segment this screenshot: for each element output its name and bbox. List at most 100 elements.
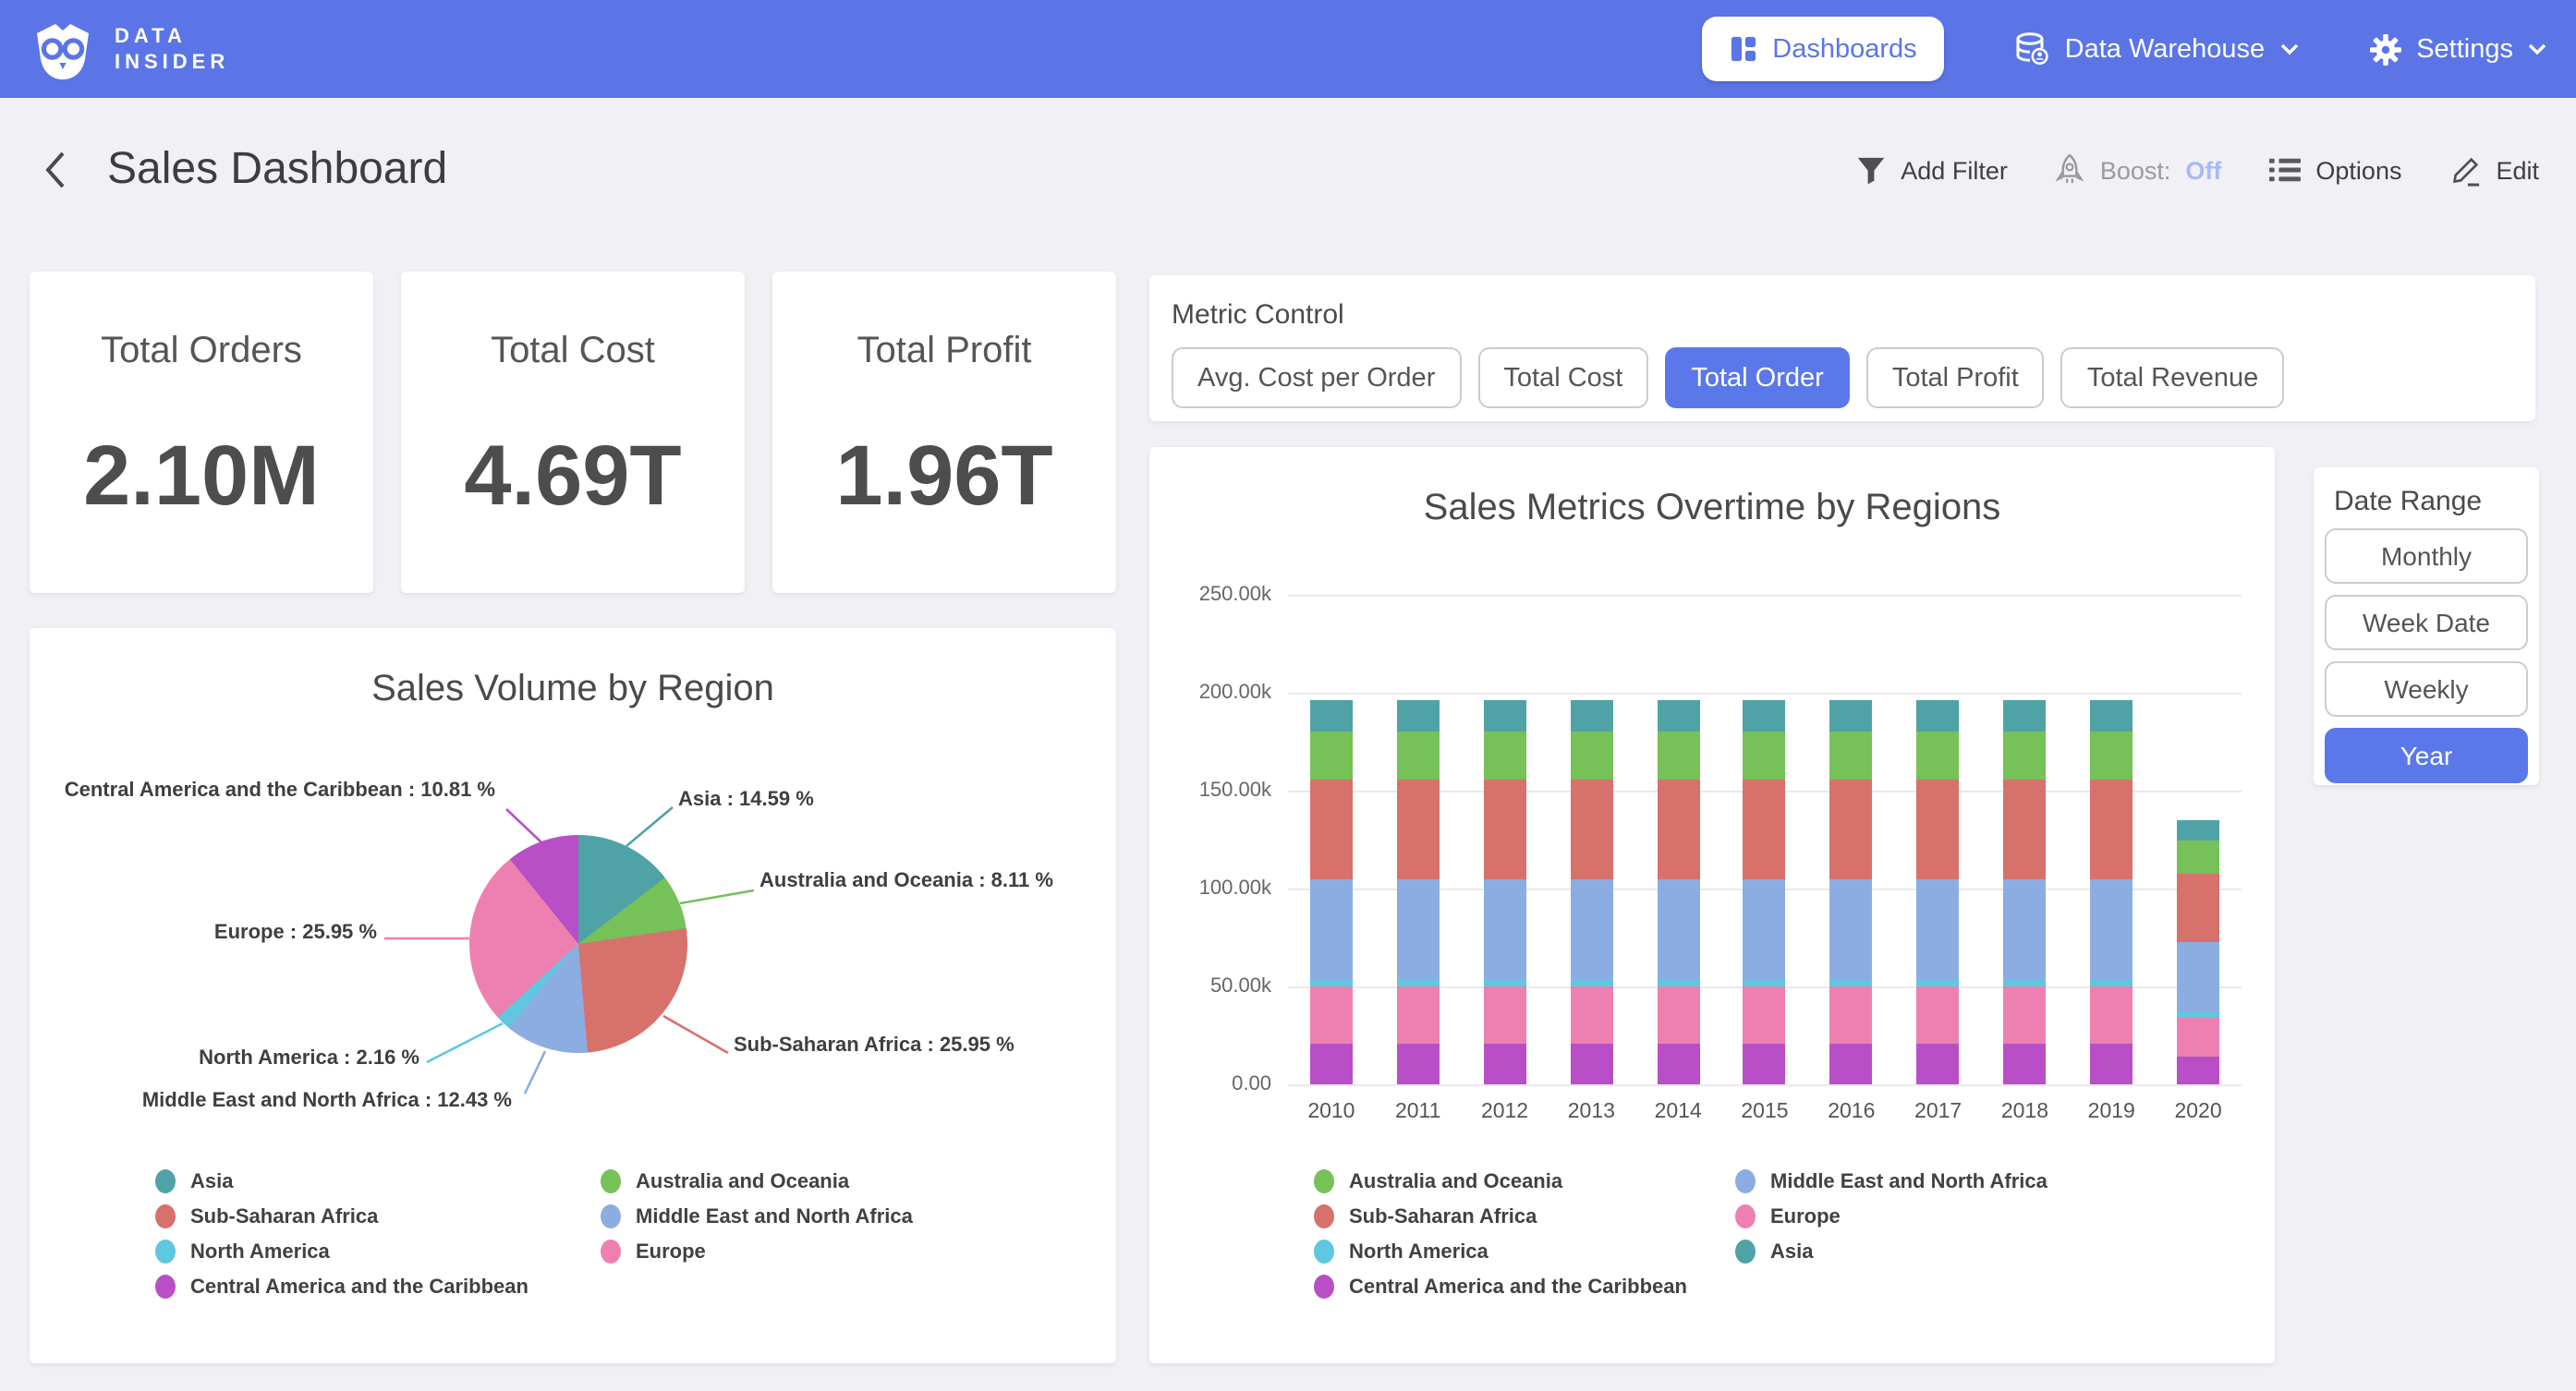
rocket-icon — [2056, 152, 2085, 187]
metric-button-total-cost[interactable]: Total Cost — [1477, 347, 1648, 408]
edit-label: Edit — [2496, 156, 2539, 184]
bar-segment-north-america — [2090, 978, 2132, 986]
bar-segment-asia — [1744, 986, 1786, 1043]
bar-segment-middle-east-and-north-africa — [1744, 732, 1786, 780]
pie-chart-title: Sales Volume by Region — [30, 669, 1116, 711]
bar-2011[interactable] — [1375, 595, 1462, 1084]
y-axis-tick-label: 250.00k — [1149, 584, 1271, 606]
owl-logo-icon — [30, 16, 96, 82]
metric-button-total-revenue[interactable]: Total Revenue — [2061, 347, 2284, 408]
bar-segment-australia-and-oceania — [1570, 700, 1612, 732]
bar-segment-australia-and-oceania — [2090, 700, 2132, 732]
date-range-button-week-date[interactable]: Week Date — [2325, 595, 2528, 650]
edit-pencil-icon — [2449, 153, 2481, 187]
nav-item-settings[interactable]: Settings — [2368, 32, 2546, 66]
bar-segment-central-america-and-the-caribbean — [2003, 1043, 2046, 1084]
bar-2017[interactable] — [1895, 595, 1982, 1084]
kpi-value: 4.69T — [401, 425, 745, 525]
pie-label-north-america: North America : 2.16 % — [199, 1047, 419, 1070]
pie-chart-card: Sales Volume by Region Asia : 14.59 %Aus… — [30, 628, 1116, 1363]
legend-dot — [601, 1169, 621, 1193]
legend-label: Australia and Oceania — [636, 1170, 849, 1192]
bar-segment-australia-and-oceania — [1917, 700, 1960, 732]
bar-segment-asia — [1830, 986, 1873, 1043]
bar-segment-sub-saharan-africa — [1310, 779, 1353, 878]
add-filter-label: Add Filter — [1901, 156, 2008, 184]
bar-segment-europe — [2177, 943, 2219, 1011]
edit-button[interactable]: Edit — [2449, 153, 2539, 187]
metric-button-total-order[interactable]: Total Order — [1665, 347, 1849, 408]
x-axis-tick-label: 2012 — [1462, 1101, 1549, 1123]
bar-segment-asia — [1917, 986, 1960, 1043]
metric-button-total-profit[interactable]: Total Profit — [1866, 347, 2045, 408]
bar-segment-central-america-and-the-caribbean — [1397, 1043, 1440, 1084]
y-axis-tick-label: 150.00k — [1149, 780, 1271, 802]
chevron-down-icon — [2279, 42, 2298, 55]
bar-2012[interactable] — [1462, 595, 1549, 1084]
legend-column: Australia and OceaniaMiddle East and Nor… — [601, 1164, 913, 1269]
boost-toggle[interactable]: Boost: Off — [2056, 152, 2222, 187]
x-axis-tick-label: 2015 — [1721, 1101, 1808, 1123]
date-range-button-year[interactable]: Year — [2325, 728, 2528, 783]
y-axis-tick-label: 0.00 — [1149, 1073, 1271, 1095]
brand[interactable]: DATA INSIDER — [30, 16, 229, 82]
bar-segment-europe — [1917, 878, 1960, 978]
bar-segment-north-america — [1484, 978, 1526, 986]
bar-segment-central-america-and-the-caribbean — [1830, 1043, 1873, 1084]
bar-segment-middle-east-and-north-africa — [1397, 732, 1440, 780]
back-button[interactable] — [30, 146, 78, 194]
bar-chart-title: Sales Metrics Overtime by Regions — [1149, 488, 2275, 530]
bar-segment-sub-saharan-africa — [1570, 779, 1612, 878]
bar-2014[interactable] — [1634, 595, 1721, 1084]
nav-item-data-warehouse[interactable]: Data Warehouse — [2015, 31, 2299, 67]
bar-segment-asia — [1570, 986, 1612, 1043]
nav-settings-label: Settings — [2416, 34, 2513, 64]
bar-2013[interactable] — [1548, 595, 1634, 1084]
pie-label-australia-and-oceania: Australia and Oceania : 8.11 % — [759, 870, 1053, 892]
y-axis-tick-label: 200.00k — [1149, 682, 1271, 704]
boost-label: Boost: — [2100, 156, 2171, 184]
legend-label: Australia and Oceania — [1349, 1170, 1562, 1192]
bar-segment-middle-east-and-north-africa — [1830, 732, 1873, 780]
options-button[interactable]: Options — [2269, 156, 2401, 184]
pie-chart[interactable] — [469, 835, 687, 1053]
bar-segment-europe — [1310, 878, 1353, 978]
kpi-card-total-cost: Total Cost 4.69T — [401, 272, 745, 593]
bar-2018[interactable] — [1982, 595, 2069, 1084]
bar-2020[interactable] — [2155, 595, 2242, 1084]
legend-item-asia: Asia — [155, 1164, 529, 1199]
bar-segment-north-america — [1744, 978, 1786, 986]
date-range-button-weekly[interactable]: Weekly — [2325, 661, 2528, 717]
legend-label: Europe — [636, 1240, 706, 1263]
legend-dot — [601, 1240, 621, 1264]
metric-control-label: Metric Control — [1172, 299, 2513, 331]
dashboard-grid-icon — [1730, 35, 1757, 63]
pie-label-middle-east-and-north-africa: Middle East and North Africa : 12.43 % — [142, 1090, 512, 1112]
date-range-button-monthly[interactable]: Monthly — [2325, 528, 2528, 584]
bar-segment-europe — [2090, 878, 2132, 978]
options-label: Options — [2315, 156, 2401, 184]
legend-label: Sub-Saharan Africa — [1349, 1205, 1537, 1228]
bar-2015[interactable] — [1721, 595, 1808, 1084]
pie-label-central-america-and-the-caribbean: Central America and the Caribbean : 10.8… — [65, 780, 495, 802]
bar-segment-middle-east-and-north-africa — [2090, 732, 2132, 780]
legend-label: North America — [1349, 1240, 1488, 1263]
metric-button-avg-cost-per-order[interactable]: Avg. Cost per Order — [1172, 347, 1461, 408]
bar-segment-central-america-and-the-caribbean — [2177, 1056, 2219, 1084]
kpi-label: Total Orders — [30, 331, 373, 373]
metric-control-panel: Metric Control Avg. Cost per Order Total … — [1149, 275, 2535, 421]
nav-item-dashboards[interactable]: Dashboards — [1702, 17, 1944, 81]
add-filter-button[interactable]: Add Filter — [1854, 154, 2008, 186]
bar-2010[interactable] — [1288, 595, 1375, 1084]
bar-2016[interactable] — [1808, 595, 1895, 1084]
bar-segment-middle-east-and-north-africa — [1917, 732, 1960, 780]
y-axis-tick-label: 100.00k — [1149, 877, 1271, 900]
legend-item-north-america: North America — [1314, 1234, 1687, 1269]
legend-item-middle-east-and-north-africa: Middle East and North Africa — [1735, 1164, 2047, 1199]
x-axis-tick-label: 2014 — [1634, 1101, 1721, 1123]
legend-label: North America — [190, 1240, 330, 1263]
bar-2019[interactable] — [2068, 595, 2155, 1084]
legend-label: Middle East and North Africa — [1770, 1170, 2047, 1192]
bar-chart-card: Sales Metrics Overtime by Regions 0.0050… — [1149, 447, 2275, 1363]
x-axis-tick-label: 2020 — [2155, 1101, 2242, 1123]
